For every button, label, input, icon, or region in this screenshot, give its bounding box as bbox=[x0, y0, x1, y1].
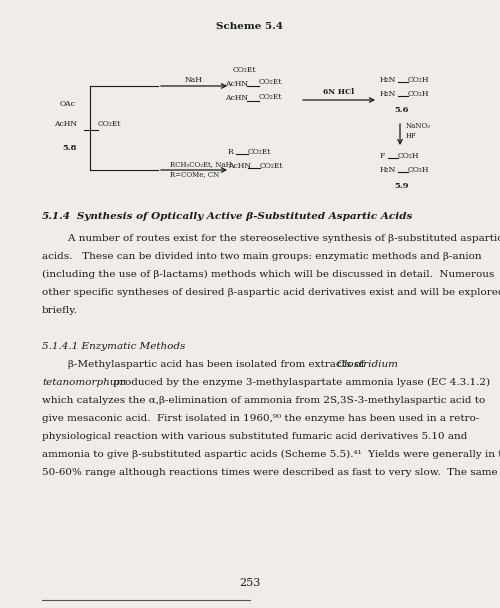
Text: 6N HCl: 6N HCl bbox=[324, 88, 354, 96]
Text: produced by the enzyme 3-methylaspartate ammonia lyase (EC 4.3.1.2): produced by the enzyme 3-methylaspartate… bbox=[110, 378, 490, 387]
Text: AcHN: AcHN bbox=[225, 80, 248, 88]
Text: give mesaconic acid.  First isolated in 1960,⁹⁰ the enzyme has been used in a re: give mesaconic acid. First isolated in 1… bbox=[42, 414, 480, 423]
Text: CO₂Et: CO₂Et bbox=[260, 162, 283, 170]
Text: NaH: NaH bbox=[185, 76, 203, 84]
Text: β-Methylaspartic acid has been isolated from extracts of: β-Methylaspartic acid has been isolated … bbox=[42, 360, 368, 369]
Text: (including the use of β-lactams) methods which will be discussed in detail.  Num: (including the use of β-lactams) methods… bbox=[42, 270, 494, 279]
Text: AcHN: AcHN bbox=[228, 162, 251, 170]
Text: briefly.: briefly. bbox=[42, 306, 78, 315]
Text: R: R bbox=[228, 148, 234, 156]
Text: CO₂H: CO₂H bbox=[408, 76, 430, 84]
Text: H₂N: H₂N bbox=[380, 76, 396, 84]
Text: 253: 253 bbox=[240, 578, 260, 588]
Text: 5.1.4.1 Enzymatic Methods: 5.1.4.1 Enzymatic Methods bbox=[42, 342, 186, 351]
Text: R=COMe, CN: R=COMe, CN bbox=[170, 170, 219, 178]
Text: 5.1.4: 5.1.4 bbox=[42, 212, 71, 221]
Text: CO₂H: CO₂H bbox=[408, 166, 430, 174]
Text: A number of routes exist for the stereoselective synthesis of β-substituted aspa: A number of routes exist for the stereos… bbox=[42, 234, 500, 243]
Text: 5.8: 5.8 bbox=[63, 144, 77, 152]
Text: Scheme 5.4: Scheme 5.4 bbox=[216, 22, 284, 31]
Text: other specific syntheses of desired β-aspartic acid derivatives exist and will b: other specific syntheses of desired β-as… bbox=[42, 288, 500, 297]
Text: HF: HF bbox=[406, 132, 417, 140]
Text: ammonia to give β-substituted aspartic acids (Scheme 5.5).⁴¹  Yields were genera: ammonia to give β-substituted aspartic a… bbox=[42, 450, 500, 459]
Text: Synthesis of Optically Active β-Substituted Aspartic Acids: Synthesis of Optically Active β-Substitu… bbox=[66, 212, 412, 221]
Text: RCH₂CO₂Et, NaH: RCH₂CO₂Et, NaH bbox=[170, 160, 232, 168]
Text: NaNO₂: NaNO₂ bbox=[406, 122, 431, 130]
Text: CO₂H: CO₂H bbox=[408, 90, 430, 98]
Text: AcHN: AcHN bbox=[225, 94, 248, 102]
Text: tetanomorphum: tetanomorphum bbox=[42, 378, 126, 387]
Text: acids.   These can be divided into two main groups: enzymatic methods and β-anio: acids. These can be divided into two mai… bbox=[42, 252, 482, 261]
Text: CO₂Et: CO₂Et bbox=[233, 66, 256, 74]
Text: 5.6: 5.6 bbox=[395, 106, 409, 114]
Text: 50-60% range although reactions times were described as fast to very slow.  The : 50-60% range although reactions times we… bbox=[42, 468, 498, 477]
Text: OAc: OAc bbox=[60, 100, 76, 108]
Text: 5.9: 5.9 bbox=[395, 182, 409, 190]
Text: F: F bbox=[380, 152, 385, 160]
Text: CO₂Et: CO₂Et bbox=[259, 93, 282, 101]
Text: physiological reaction with various substituted fumaric acid derivatives 5.10 an: physiological reaction with various subs… bbox=[42, 432, 468, 441]
Text: CO₂H: CO₂H bbox=[398, 152, 419, 160]
Text: H₂N: H₂N bbox=[380, 166, 396, 174]
Text: which catalyzes the α,β-elimination of ammonia from 2S,3S-3-methylaspartic acid : which catalyzes the α,β-elimination of a… bbox=[42, 396, 485, 405]
Text: CO₂Et: CO₂Et bbox=[248, 148, 272, 156]
Text: CO₂Et: CO₂Et bbox=[259, 78, 282, 86]
Text: H₂N: H₂N bbox=[380, 90, 396, 98]
Text: CO₂Et: CO₂Et bbox=[98, 120, 122, 128]
Text: AcHN: AcHN bbox=[54, 120, 77, 128]
Text: Clostridium: Clostridium bbox=[337, 360, 399, 369]
